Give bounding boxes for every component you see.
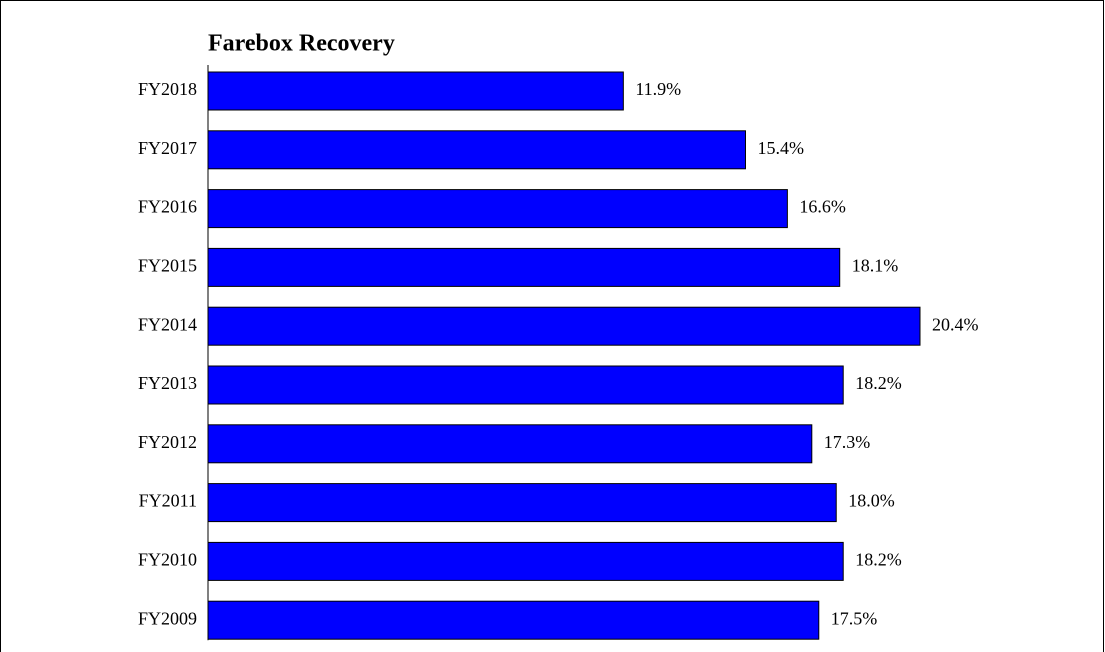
value-label: 18.2% [855, 550, 902, 570]
value-label: 17.3% [824, 432, 871, 452]
value-label: 20.4% [932, 314, 979, 334]
value-label: 18.0% [848, 491, 895, 511]
y-tick-label: FY2018 [138, 79, 197, 99]
bar [207, 365, 844, 405]
bar [207, 483, 837, 523]
value-label: 16.6% [799, 197, 846, 217]
y-tick-label: FY2012 [138, 432, 197, 452]
value-label: 11.9% [635, 79, 681, 99]
y-tick-label: FY2014 [138, 314, 197, 334]
bar [207, 247, 841, 287]
bar [207, 71, 624, 111]
value-label: 18.2% [855, 373, 902, 393]
y-tick-label: FY2013 [138, 373, 197, 393]
bar [207, 189, 788, 229]
bar [207, 600, 820, 640]
y-tick-label: FY2015 [138, 256, 197, 276]
y-tick-label: FY2016 [138, 197, 197, 217]
chart-title: Farebox Recovery [208, 31, 395, 57]
y-tick-label: FY2009 [138, 608, 197, 628]
bar [207, 306, 921, 346]
y-tick-label: FY2010 [138, 550, 197, 570]
bar [207, 424, 813, 464]
y-tick-label: FY2017 [138, 138, 197, 158]
y-tick-label: FY2011 [139, 491, 197, 511]
bar [207, 130, 746, 170]
value-label: 17.5% [831, 608, 878, 628]
value-label: 18.1% [852, 256, 899, 276]
value-label: 15.4% [757, 138, 804, 158]
bar [207, 541, 844, 581]
